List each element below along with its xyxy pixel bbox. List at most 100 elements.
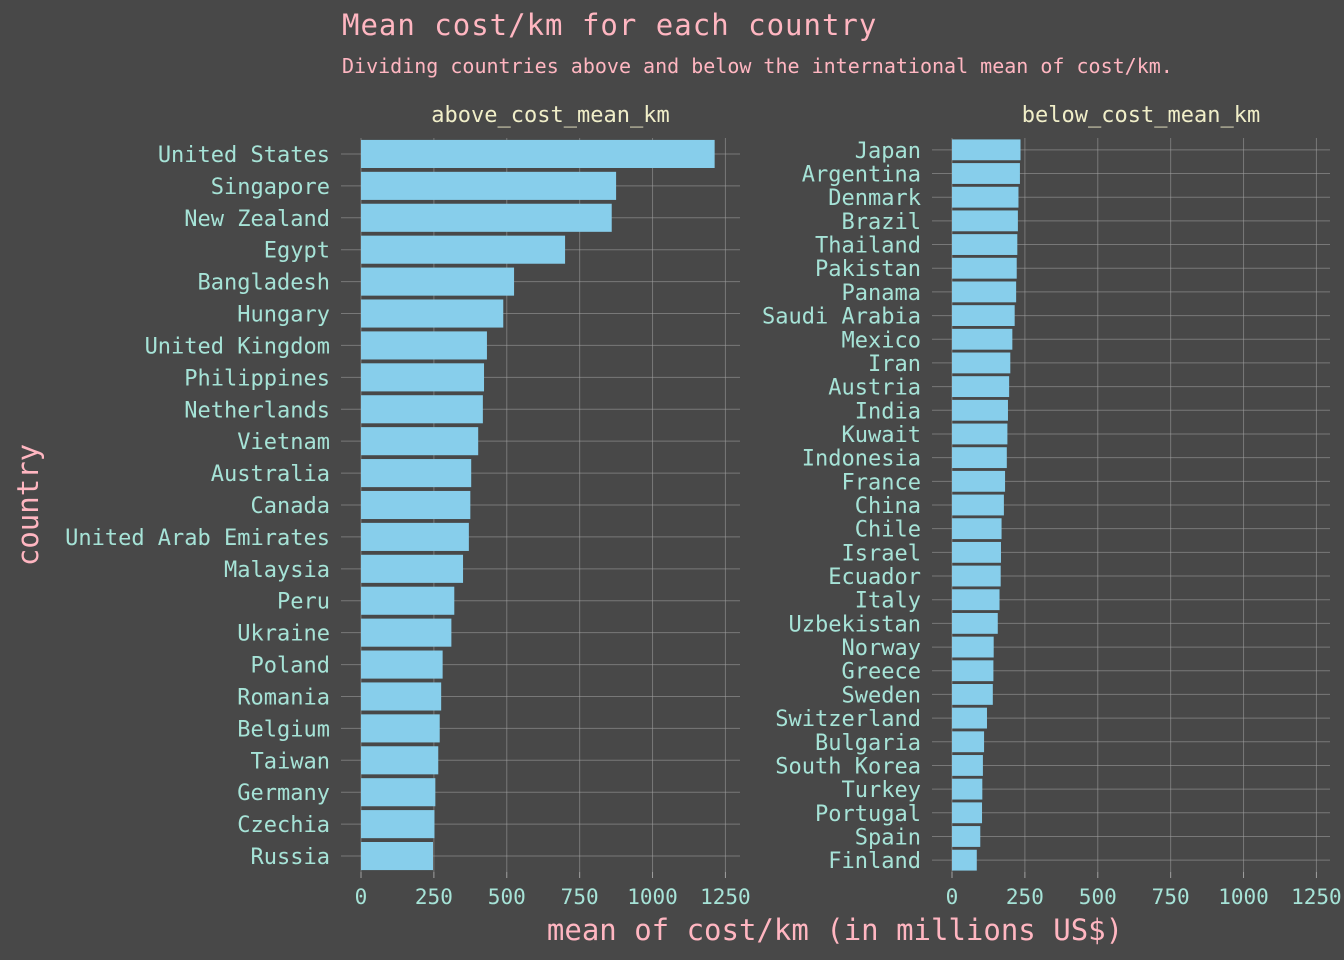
bar-australia	[361, 459, 472, 488]
y-tick-label-peru: Peru	[277, 590, 330, 615]
y-tick-label-czechia: Czechia	[237, 813, 330, 838]
bar-poland	[361, 650, 443, 679]
y-tick-label-ecuador: Ecuador	[828, 565, 921, 590]
y-tick-label-bangladesh: Bangladesh	[198, 271, 330, 296]
y-tick-label-malaysia: Malaysia	[224, 558, 330, 583]
x-tick-label-1-0: 0	[946, 885, 959, 909]
bar-malaysia	[361, 554, 464, 583]
bar-austria	[952, 376, 1010, 398]
y-tick-label-indonesia: Indonesia	[802, 447, 921, 472]
bar-taiwan	[361, 746, 439, 775]
y-tick-label-brazil: Brazil	[842, 210, 921, 235]
bar-greece	[952, 660, 994, 682]
bar-thailand	[952, 234, 1018, 255]
y-tick-label-singapore: Singapore	[211, 175, 330, 200]
bar-argentina	[952, 163, 1020, 184]
bar-bulgaria	[952, 731, 985, 753]
bar-italy	[952, 589, 1000, 611]
x-tick-label-0-500: 500	[488, 885, 526, 909]
y-tick-label-italy: Italy	[855, 589, 921, 614]
y-tick-label-egypt: Egypt	[264, 239, 330, 264]
y-tick-label-philippines: Philippines	[184, 366, 330, 391]
bar-netherlands	[361, 395, 483, 424]
bar-united-kingdom	[361, 331, 487, 360]
bar-china	[952, 494, 1004, 516]
y-tick-label-poland: Poland	[251, 654, 330, 679]
y-tick-label-portugal: Portugal	[815, 802, 921, 827]
y-tick-label-spain: Spain	[855, 825, 921, 850]
y-tick-label-united-kingdom: United Kingdom	[145, 334, 330, 359]
bar-south-korea	[952, 755, 983, 776]
y-tick-label-south-korea: South Korea	[775, 754, 921, 779]
bar-ecuador	[952, 565, 1001, 587]
x-axis-title: mean of cost/km (in millions US$)	[547, 913, 1123, 947]
y-tick-label-greece: Greece	[842, 660, 921, 685]
bar-norway	[952, 636, 994, 658]
bar-uzbekistan	[952, 612, 998, 634]
bar-canada	[361, 490, 471, 520]
y-tick-label-finland: Finland	[828, 849, 921, 874]
bar-vietnam	[361, 427, 479, 456]
bar-new-zealand	[361, 203, 612, 232]
facet-label-0: above_cost_mean_km	[431, 103, 669, 128]
y-tick-label-japan: Japan	[855, 139, 921, 164]
x-tick-label-1-500: 500	[1079, 885, 1117, 909]
x-tick-label-1-1000: 1000	[1218, 885, 1269, 909]
x-tick-label-1-1250: 1250	[1291, 885, 1342, 909]
x-tick-label-0-250: 250	[415, 885, 453, 909]
bar-russia	[361, 842, 434, 871]
y-tick-label-pakistan: Pakistan	[815, 257, 921, 282]
bar-ukraine	[361, 618, 452, 647]
bar-bangladesh	[361, 267, 515, 296]
y-tick-label-china: China	[855, 494, 921, 519]
bar-singapore	[361, 171, 617, 200]
bar-peru	[361, 586, 455, 615]
bar-israel	[952, 541, 1001, 563]
y-tick-label-denmark: Denmark	[828, 186, 921, 211]
bar-kuwait	[952, 423, 1008, 445]
facet-label-1: below_cost_mean_km	[1022, 103, 1260, 128]
bar-egypt	[361, 235, 566, 264]
bar-france	[952, 470, 1006, 492]
chart-subtitle: Dividing countries above and below the i…	[342, 54, 1173, 78]
y-tick-label-thailand: Thailand	[815, 234, 921, 259]
bar-panama	[952, 281, 1017, 303]
y-tick-label-mexico: Mexico	[842, 328, 921, 353]
bar-hungary	[361, 299, 504, 328]
y-tick-label-austria: Austria	[828, 376, 921, 401]
y-tick-label-australia: Australia	[211, 462, 330, 487]
y-tick-label-belgium: Belgium	[237, 717, 330, 742]
bar-denmark	[952, 186, 1019, 208]
y-tick-label-sweden: Sweden	[842, 683, 921, 708]
y-tick-label-taiwan: Taiwan	[251, 749, 330, 774]
bar-brazil	[952, 210, 1018, 232]
y-tick-label-israel: Israel	[842, 541, 921, 566]
y-tick-label-hungary: Hungary	[237, 303, 330, 328]
bar-turkey	[952, 778, 983, 800]
chart-title: Mean cost/km for each country	[342, 8, 878, 42]
y-tick-label-turkey: Turkey	[842, 778, 921, 803]
y-tick-label-iran: Iran	[868, 352, 921, 377]
y-tick-label-bulgaria: Bulgaria	[815, 731, 921, 756]
bar-united-arab-emirates	[361, 522, 469, 551]
bar-romania	[361, 682, 442, 711]
y-tick-label-kuwait: Kuwait	[842, 423, 921, 448]
y-tick-label-netherlands: Netherlands	[184, 398, 330, 423]
y-tick-label-united-states: United States	[158, 143, 330, 168]
y-axis-title: country	[11, 444, 45, 566]
y-tick-label-germany: Germany	[237, 781, 330, 806]
y-tick-label-new-zealand: New Zealand	[184, 207, 330, 232]
y-tick-label-panama: Panama	[842, 281, 921, 306]
bar-germany	[361, 778, 436, 807]
bar-japan	[952, 139, 1021, 161]
y-tick-label-switzerland: Switzerland	[775, 707, 921, 732]
bar-finland	[952, 849, 977, 871]
bar-india	[952, 399, 1008, 421]
bar-saudi-arabia	[952, 305, 1015, 326]
bar-switzerland	[952, 707, 987, 729]
y-tick-label-united-arab-emirates: United Arab Emirates	[65, 526, 330, 551]
y-tick-label-india: India	[855, 399, 921, 424]
y-tick-label-france: France	[842, 470, 921, 495]
y-tick-label-saudi-arabia: Saudi Arabia	[762, 305, 921, 330]
